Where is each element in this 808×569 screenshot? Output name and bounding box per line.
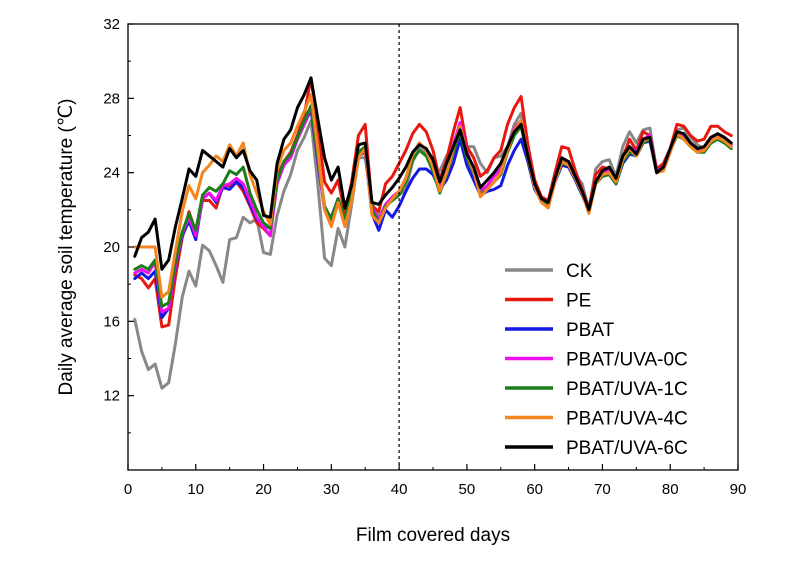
y-tick-label: 28 (103, 90, 120, 107)
x-tick-label: 0 (124, 481, 132, 498)
y-tick-label: 20 (103, 239, 120, 256)
x-tick-label: 70 (594, 481, 611, 498)
legend-label: PBAT/UVA-4C (566, 409, 688, 430)
x-tick-label: 50 (459, 481, 476, 498)
series-lines (133, 76, 733, 390)
series-line-pbat-uva-6c (133, 76, 733, 271)
x-tick-label: 80 (662, 481, 679, 498)
x-tick-label: 60 (526, 481, 543, 498)
legend-label: PE (566, 291, 591, 312)
series-line-pe (133, 76, 733, 329)
y-tick-label: 32 (103, 16, 120, 33)
legend-label: PBAT/UVA-6C (566, 438, 688, 459)
legend-label: PBAT/UVA-1C (566, 379, 688, 400)
x-tick-label: 20 (255, 481, 272, 498)
plot-frame (127, 23, 739, 471)
legend-label: PBAT/UVA-0C (566, 350, 688, 371)
legend-label: CK (566, 261, 593, 282)
legend-label: PBAT (566, 320, 615, 341)
x-axis-title: Film covered days (356, 525, 510, 546)
x-tick-label: 30 (323, 481, 340, 498)
y-tick-label: 16 (103, 313, 120, 330)
y-axis: 12 16 20 24 28 32 (103, 16, 134, 434)
x-tick-label: 90 (730, 481, 747, 498)
x-axis: 0 10 20 30 40 50 60 70 80 90 (124, 464, 747, 498)
x-tick-label: 10 (187, 481, 204, 498)
legend: CK PE PBAT PBAT/UVA-0C PBAT/UVA-1C PBAT/UVA-4… (505, 261, 688, 459)
y-axis-title: Daily average soil temperature (℃) (56, 99, 77, 396)
x-tick-label: 40 (391, 481, 408, 498)
y-tick-label: 12 (103, 388, 120, 405)
y-tick-label: 24 (103, 165, 120, 182)
